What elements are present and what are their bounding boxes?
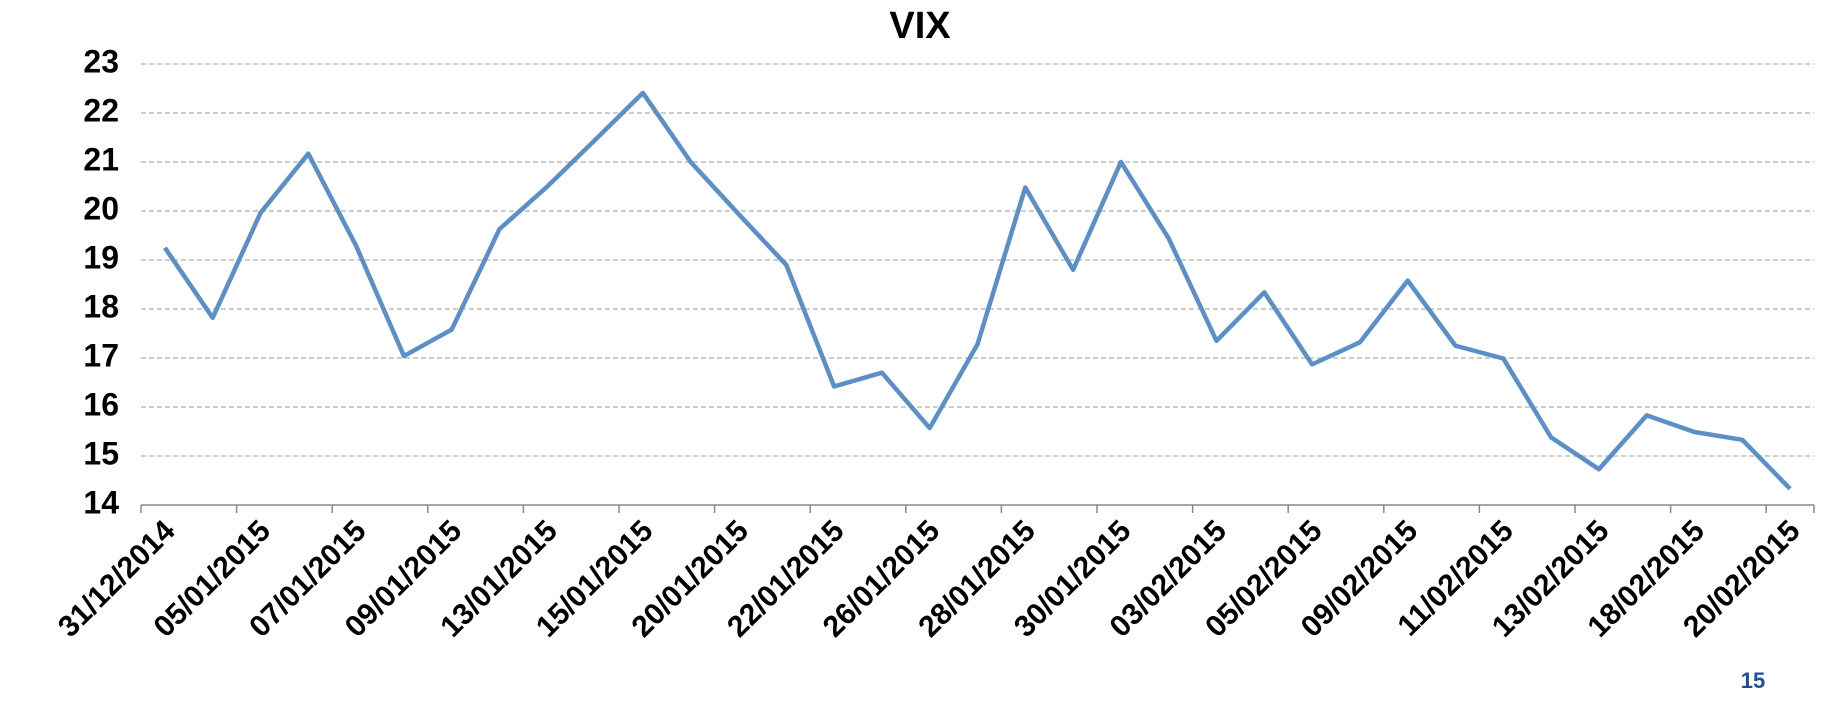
y-tick-label: 22: [83, 92, 119, 128]
y-tick-label: 14: [83, 484, 119, 520]
y-tick-label: 18: [83, 288, 119, 324]
y-tick-label: 17: [83, 337, 119, 373]
y-tick-label: 20: [83, 190, 119, 226]
y-tick-label: 23: [83, 43, 119, 79]
data-line: [163, 90, 1792, 491]
page-number: 15: [1741, 668, 1765, 693]
chart-title: VIX: [889, 5, 951, 47]
y-tick-label: 21: [83, 141, 119, 177]
y-tick-label: 19: [83, 239, 119, 275]
y-tick-label: 15: [83, 435, 119, 471]
y-tick-label: 16: [83, 386, 119, 422]
